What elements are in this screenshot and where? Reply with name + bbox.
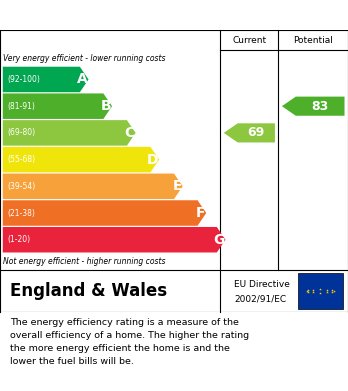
Text: 83: 83 [311,100,329,113]
Text: EU Directive: EU Directive [234,280,290,289]
Text: Current: Current [232,36,267,45]
Polygon shape [3,200,206,226]
Text: 69: 69 [248,126,265,139]
Text: England & Wales: England & Wales [10,282,168,300]
Polygon shape [224,123,275,142]
Text: Very energy efficient - lower running costs: Very energy efficient - lower running co… [3,54,165,63]
Polygon shape [3,93,112,119]
Text: F: F [196,206,206,220]
Text: (55-68): (55-68) [7,155,35,164]
Text: 2002/91/EC: 2002/91/EC [234,295,286,304]
Polygon shape [3,147,159,172]
Text: A: A [77,72,88,86]
Polygon shape [3,174,183,199]
Text: Not energy efficient - higher running costs: Not energy efficient - higher running co… [3,257,165,266]
Text: (81-91): (81-91) [7,102,35,111]
Text: D: D [147,152,158,167]
Text: The energy efficiency rating is a measure of the
overall efficiency of a home. T: The energy efficiency rating is a measur… [10,318,250,366]
Text: (39-54): (39-54) [7,182,35,191]
Text: (92-100): (92-100) [7,75,40,84]
Text: E: E [173,179,182,193]
Text: Energy Efficiency Rating: Energy Efficiency Rating [69,7,279,23]
Text: Potential: Potential [293,36,333,45]
Text: G: G [213,233,225,247]
Text: (1-20): (1-20) [7,235,30,244]
Polygon shape [3,120,136,145]
Polygon shape [3,67,88,92]
Text: C: C [125,126,135,140]
Text: B: B [101,99,111,113]
FancyBboxPatch shape [298,273,343,308]
Polygon shape [3,227,226,253]
Text: (21-38): (21-38) [7,208,35,217]
Polygon shape [282,97,345,116]
Text: (69-80): (69-80) [7,128,35,137]
